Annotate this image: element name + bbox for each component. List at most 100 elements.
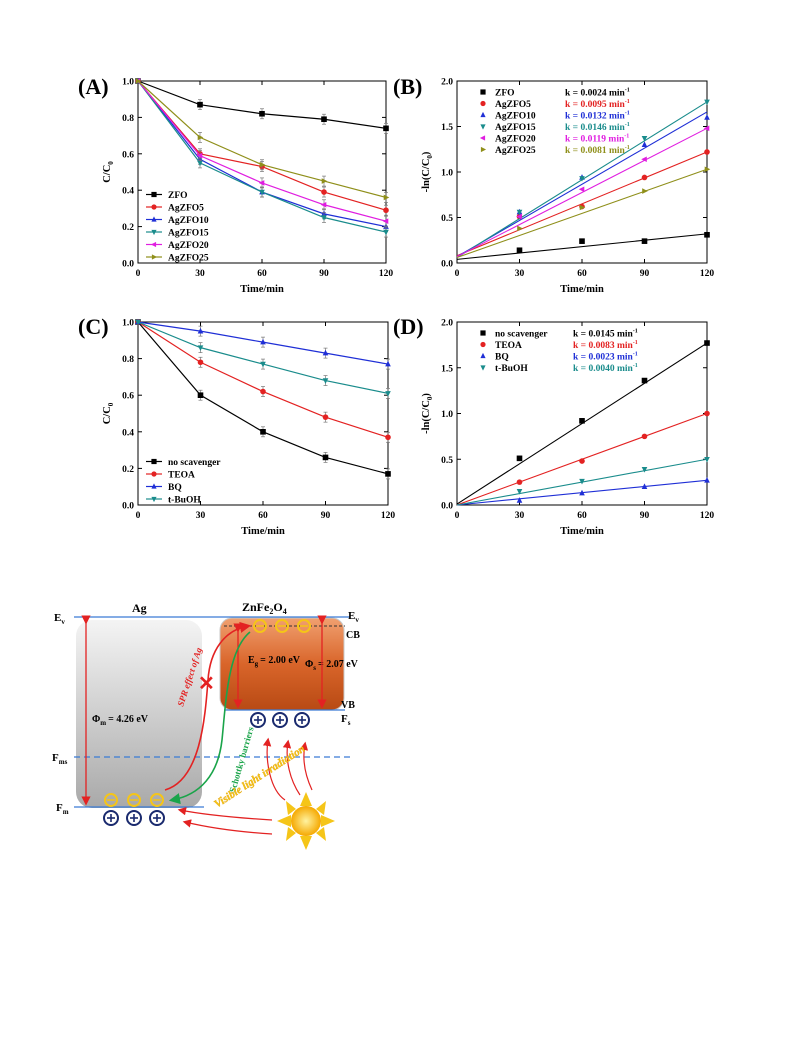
data-point bbox=[516, 209, 523, 216]
y-tick-label: 0.8 bbox=[122, 114, 134, 124]
data-point bbox=[197, 327, 204, 334]
data-point bbox=[259, 189, 265, 196]
visible-light-label: Visible light irradiation bbox=[212, 743, 307, 811]
series-zfo bbox=[456, 231, 710, 260]
data-point bbox=[321, 178, 328, 184]
panel-d: (D) 0 30 60 90 120 0.0 0.5 1.0 1.5 2.0 Time/min -ln… bbox=[393, 314, 714, 537]
data-point bbox=[641, 467, 648, 473]
x-tick-label: 60 bbox=[257, 269, 267, 279]
sun-icon bbox=[277, 792, 335, 850]
legend-k-label: k = 0.0024 min-1 bbox=[565, 88, 630, 99]
x-axis-title: Time/min bbox=[560, 284, 604, 295]
y-tick-label: 0.8 bbox=[122, 355, 134, 365]
data-point bbox=[385, 434, 391, 441]
data-point bbox=[322, 414, 329, 420]
legend-label: AgZFO5 bbox=[495, 100, 531, 110]
x-tick-label: 60 bbox=[577, 269, 587, 279]
data-point bbox=[385, 360, 391, 367]
data-point bbox=[151, 483, 157, 489]
x-tick-label: 60 bbox=[577, 511, 587, 521]
legend-k-label: k = 0.0081 min-1 bbox=[565, 145, 630, 156]
x-tick-label: 120 bbox=[381, 511, 396, 521]
data-point bbox=[197, 392, 204, 398]
y-tick-label: 1.5 bbox=[441, 123, 453, 133]
series-agzfo15 bbox=[135, 78, 389, 238]
x-axis-title: Time/min bbox=[241, 526, 285, 537]
x-tick-label: 90 bbox=[321, 511, 331, 521]
data-point bbox=[579, 458, 585, 464]
data-point bbox=[704, 231, 710, 238]
data-point bbox=[480, 124, 486, 130]
legend-label: AgZFO15 bbox=[495, 123, 536, 133]
data-point bbox=[641, 433, 648, 440]
x-tick-label: 30 bbox=[515, 511, 525, 521]
series-teoa bbox=[456, 410, 710, 506]
data-point bbox=[260, 361, 266, 368]
series-t-buoh bbox=[456, 456, 710, 506]
x-tick-label: 90 bbox=[640, 511, 650, 521]
ag-block bbox=[76, 620, 202, 808]
data-point bbox=[641, 136, 648, 142]
data-point bbox=[260, 388, 266, 395]
legend-k-label: k = 0.0145 min-1 bbox=[573, 329, 638, 340]
series-agzfo25 bbox=[456, 166, 711, 259]
data-point bbox=[322, 349, 329, 356]
light-rays bbox=[177, 737, 313, 835]
fit-line bbox=[456, 127, 708, 258]
x-tick-label: 0 bbox=[455, 511, 460, 521]
data-point bbox=[704, 166, 711, 173]
series-agzfo20 bbox=[456, 125, 710, 258]
x-tick-label: 0 bbox=[136, 269, 141, 279]
legend-label: AgZFO15 bbox=[168, 229, 209, 239]
electron-circle bbox=[253, 619, 267, 633]
data-point bbox=[197, 160, 203, 167]
data-point bbox=[516, 479, 523, 485]
panel-b-label: (B) bbox=[393, 74, 422, 99]
fit-line bbox=[456, 233, 708, 260]
phim-label: Φm = 4.26 eV bbox=[92, 714, 149, 727]
eg-label: Eg = 2.00 eV bbox=[248, 655, 301, 668]
hole-circle bbox=[272, 712, 288, 728]
legend: ZFO k = 0.0024 min-1 AgZFO5 k = 0.0095 min-… bbox=[479, 88, 630, 156]
data-point bbox=[197, 134, 204, 141]
data-point bbox=[579, 176, 585, 182]
band-diagram: Ag ZnFe2O4 Ev Ev CB VB Fs Fms Fm Eg = 2.0… bbox=[52, 600, 360, 850]
data-point bbox=[480, 111, 486, 118]
data-point bbox=[385, 471, 391, 477]
data-point bbox=[151, 229, 157, 236]
y-tick-label: 1.0 bbox=[122, 319, 134, 329]
legend-label: AgZFO5 bbox=[168, 204, 204, 214]
y-tick-label: 0.2 bbox=[122, 465, 134, 475]
data-point bbox=[197, 101, 203, 108]
data-point bbox=[321, 189, 327, 195]
data-point bbox=[151, 204, 157, 210]
electron-circle bbox=[104, 793, 118, 807]
y-tick-label: 0.4 bbox=[122, 187, 134, 197]
electron-circle bbox=[127, 793, 141, 807]
legend-k-label: k = 0.0040 min-1 bbox=[573, 363, 638, 374]
x-tick-label: 120 bbox=[700, 269, 715, 279]
data-point bbox=[321, 215, 327, 221]
data-point bbox=[322, 378, 329, 384]
legend-k-label: k = 0.0083 min-1 bbox=[573, 340, 638, 351]
data-point bbox=[516, 488, 523, 495]
panel-c-label: (C) bbox=[78, 314, 109, 339]
y-tick-label: 1.0 bbox=[441, 410, 453, 420]
legend-label: AgZFO20 bbox=[168, 241, 209, 251]
data-point bbox=[322, 454, 329, 461]
y-tick-label: 0.5 bbox=[441, 456, 453, 466]
x-axis-title: Time/min bbox=[240, 284, 284, 295]
electron-circle bbox=[275, 619, 289, 633]
y-tick-label: 1.5 bbox=[441, 364, 453, 374]
fit-line bbox=[456, 111, 708, 258]
data-point bbox=[151, 191, 157, 198]
data-point bbox=[704, 456, 710, 463]
y-tick-label: 0.0 bbox=[441, 260, 453, 270]
fm-label: Fm bbox=[56, 802, 69, 816]
data-point bbox=[480, 89, 486, 95]
legend-k-label: k = 0.0119 min-1 bbox=[565, 134, 629, 145]
data-point bbox=[579, 418, 585, 424]
ev-right-label: Ev bbox=[348, 610, 359, 624]
data-point bbox=[260, 429, 266, 435]
x-tick-label: 0 bbox=[455, 269, 460, 279]
